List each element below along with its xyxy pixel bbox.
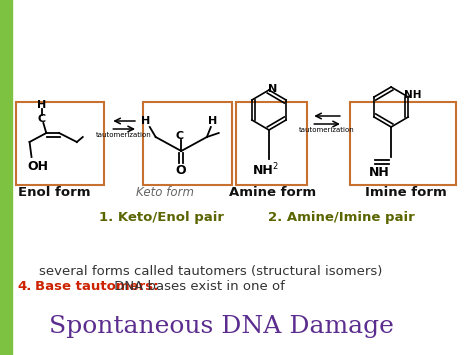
Bar <box>0 0 12 355</box>
Text: tautomerization: tautomerization <box>96 132 152 138</box>
Text: NH: NH <box>404 90 422 100</box>
Bar <box>237 102 307 185</box>
Text: Imine form: Imine form <box>365 186 446 200</box>
Text: several forms called tautomers (structural isomers): several forms called tautomers (structur… <box>39 264 383 278</box>
Text: N: N <box>268 84 277 94</box>
Text: Base tautomers:: Base tautomers: <box>36 280 159 294</box>
Text: tautomerization: tautomerization <box>299 127 355 133</box>
Text: H: H <box>208 116 218 126</box>
Bar <box>350 102 456 185</box>
Text: 2: 2 <box>272 162 277 170</box>
Text: NH: NH <box>253 164 273 176</box>
Text: 2. Amine/Imine pair: 2. Amine/Imine pair <box>268 211 415 224</box>
Text: 1. Keto/Enol pair: 1. Keto/Enol pair <box>99 211 224 224</box>
Text: Spontaneous DNA Damage: Spontaneous DNA Damage <box>49 316 394 339</box>
Text: 4.: 4. <box>18 280 32 294</box>
Text: Amine form: Amine form <box>228 186 316 200</box>
Text: C: C <box>175 131 183 141</box>
Text: O: O <box>175 164 186 176</box>
Text: NH: NH <box>369 165 390 179</box>
Text: Keto form: Keto form <box>136 186 194 200</box>
Text: C: C <box>37 114 46 124</box>
Text: H: H <box>141 116 150 126</box>
Bar <box>143 102 231 185</box>
Text: Enol form: Enol form <box>18 186 90 200</box>
Text: OH: OH <box>27 160 48 174</box>
Bar <box>16 102 104 185</box>
Text: H: H <box>37 100 46 110</box>
Text: DNA bases exist in one of: DNA bases exist in one of <box>110 280 285 294</box>
